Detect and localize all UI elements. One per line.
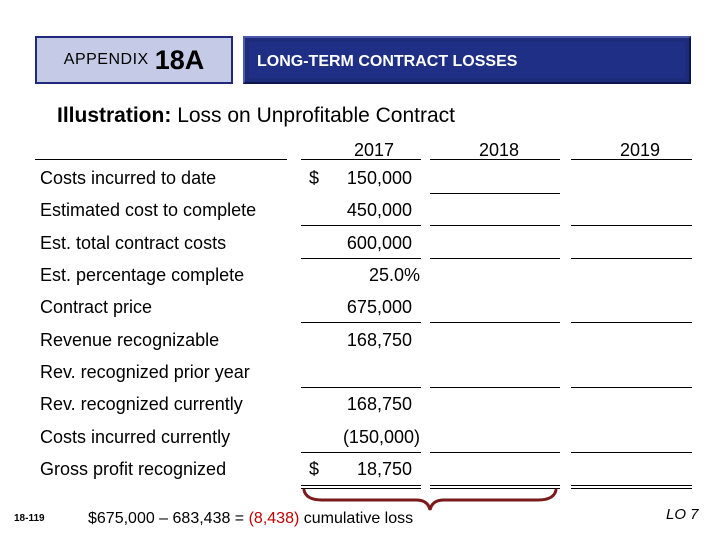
row-label-costs-incurred: Costs incurred to date: [40, 168, 217, 188]
curly-brace-icon: [302, 488, 558, 511]
illustration-text: Loss on Unprofitable Contract: [177, 104, 456, 127]
row-value-revenue-recognizable: 168,750: [346, 330, 412, 350]
rule-2019-total: [571, 258, 692, 259]
rule-2019-gross-2: [571, 488, 692, 489]
row-label-costs-currently: Costs incurred currently: [40, 427, 231, 447]
equation-suffix: cumulative loss: [299, 510, 414, 527]
rule-2019-estimated: [571, 225, 692, 226]
rule-2017-total: [301, 258, 421, 259]
illustration-label: Illustration:: [57, 104, 172, 127]
cumulative-loss-equation: $675,000 – 683,438 = (8,438) cumulative …: [88, 510, 413, 528]
row-value-gross-profit: 18,750: [356, 459, 412, 479]
title-banner: LONG-TERM CONTRACT LOSSES: [243, 36, 691, 84]
row-label-estimated-cost: Estimated cost to complete: [40, 200, 257, 220]
rule-2018-gross-1: [430, 485, 560, 486]
equation-prefix: $675,000 – 683,438 =: [88, 510, 249, 527]
row-value-costs-currently: (150,000): [342, 427, 420, 447]
page-number: 18-119: [14, 513, 45, 524]
appendix-label: APPENDIX: [63, 51, 149, 68]
year-header-2017: 2017: [353, 140, 395, 160]
row-label-total-costs: Est. total contract costs: [40, 233, 227, 253]
row-value-total-costs: 600,000: [346, 233, 412, 253]
row-label-percentage: Est. percentage complete: [40, 265, 245, 285]
row-value-contract-price: 675,000: [346, 297, 412, 317]
appendix-badge: APPENDIX 18A: [35, 36, 233, 84]
year-header-2018: 2018: [478, 140, 520, 160]
rule-2018-gross-2: [430, 488, 560, 489]
equation-loss: (8,438): [248, 510, 300, 527]
header-rule-2019: [571, 159, 692, 160]
illustration-heading: Illustration: Loss on Unprofitable Contr…: [57, 104, 455, 128]
rule-2018-prior: [430, 387, 560, 388]
row-label-rev-currently: Rev. recognized currently: [40, 394, 243, 414]
rule-2017-prior: [301, 387, 421, 388]
rule-2018-contract: [430, 322, 560, 323]
rule-2017-costs-currently: [301, 452, 421, 453]
rule-2018-estimated: [430, 225, 560, 226]
rule-2017-estimated: [301, 225, 421, 226]
rule-2019-contract: [571, 322, 692, 323]
row-label-rev-prior-year: Rev. recognized prior year: [40, 362, 250, 382]
row-dollar-gross-profit: $: [309, 459, 320, 479]
row-label-gross-profit: Gross profit recognized: [40, 459, 227, 479]
row-dollar-costs-incurred: $: [309, 168, 320, 188]
rule-2019-prior: [571, 387, 692, 388]
title-banner-inner: [249, 42, 685, 78]
page-title: LONG-TERM CONTRACT LOSSES: [257, 53, 518, 70]
rule-2018-total: [430, 258, 560, 259]
row-value-estimated-cost: 450,000: [346, 200, 412, 220]
appendix-number: 18A: [154, 44, 205, 75]
rule-2017-contract: [301, 322, 421, 323]
header-rule-labels: [35, 159, 287, 160]
rule-2019-gross-1: [571, 485, 692, 486]
year-header-2019: 2019: [619, 140, 661, 160]
row-value-rev-currently: 168,750: [346, 394, 412, 414]
header-rule-2018: [430, 159, 560, 160]
row-value-percentage: 25.0%: [368, 265, 420, 285]
row-value-costs-incurred: 150,000: [346, 168, 412, 188]
rule-2018-costs: [430, 193, 560, 194]
rule-2018-costs-currently: [430, 452, 560, 453]
rule-2017-gross-2: [301, 488, 421, 489]
rule-2017-gross-1: [301, 485, 421, 486]
row-label-revenue-recognizable: Revenue recognizable: [40, 330, 220, 350]
learning-objective: LO 7: [666, 506, 699, 523]
header-rule-2017: [301, 159, 421, 160]
rule-2019-costs-currently: [571, 452, 692, 453]
row-label-contract-price: Contract price: [40, 297, 153, 317]
